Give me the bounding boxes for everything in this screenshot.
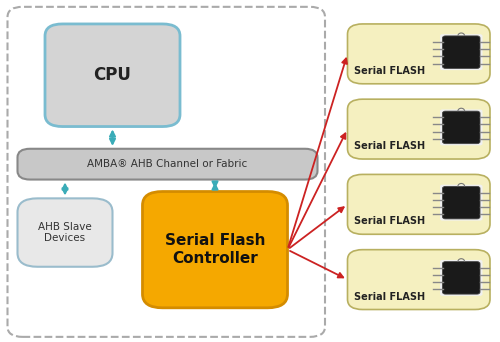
FancyBboxPatch shape bbox=[440, 260, 482, 296]
FancyBboxPatch shape bbox=[442, 36, 480, 68]
FancyBboxPatch shape bbox=[348, 250, 490, 310]
FancyBboxPatch shape bbox=[348, 24, 490, 84]
Text: Serial Flash
Controller: Serial Flash Controller bbox=[164, 234, 265, 266]
FancyBboxPatch shape bbox=[442, 111, 480, 144]
FancyBboxPatch shape bbox=[440, 109, 482, 145]
FancyBboxPatch shape bbox=[442, 262, 480, 294]
FancyBboxPatch shape bbox=[18, 149, 318, 180]
FancyBboxPatch shape bbox=[348, 174, 490, 234]
FancyBboxPatch shape bbox=[442, 186, 480, 219]
FancyBboxPatch shape bbox=[348, 99, 490, 159]
FancyBboxPatch shape bbox=[18, 198, 112, 267]
Text: Serial FLASH: Serial FLASH bbox=[354, 291, 424, 302]
Text: Serial FLASH: Serial FLASH bbox=[354, 66, 424, 76]
FancyBboxPatch shape bbox=[142, 192, 288, 308]
FancyBboxPatch shape bbox=[440, 34, 482, 70]
Text: Serial FLASH: Serial FLASH bbox=[354, 141, 424, 151]
FancyBboxPatch shape bbox=[45, 24, 180, 127]
Text: CPU: CPU bbox=[94, 66, 132, 84]
FancyBboxPatch shape bbox=[440, 185, 482, 221]
Text: AHB Slave
Devices: AHB Slave Devices bbox=[38, 222, 92, 244]
Text: AMBA® AHB Channel or Fabric: AMBA® AHB Channel or Fabric bbox=[88, 159, 248, 169]
Text: Serial FLASH: Serial FLASH bbox=[354, 216, 424, 226]
